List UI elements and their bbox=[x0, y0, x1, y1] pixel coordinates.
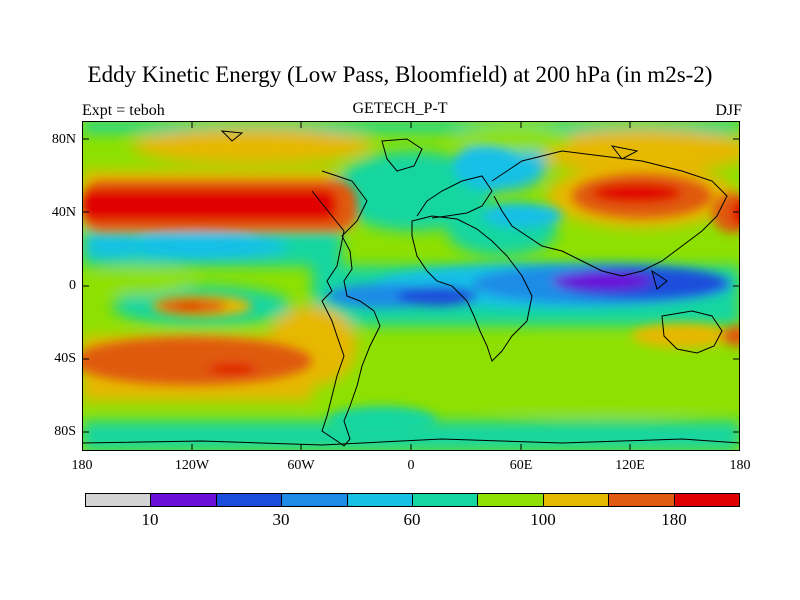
y-tick-label: 80S bbox=[54, 424, 76, 439]
y-tick-label: 0 bbox=[69, 278, 76, 293]
x-tick-label: 120W bbox=[174, 458, 210, 473]
x-tick-label: 60W bbox=[287, 458, 315, 473]
colorbar bbox=[85, 493, 740, 507]
y-tick-label: 40S bbox=[54, 351, 76, 366]
colorbar-label: 180 bbox=[661, 510, 687, 529]
colorbar-swatch bbox=[412, 493, 479, 507]
model-label: GETECH_P-T bbox=[352, 100, 448, 117]
coastlines bbox=[82, 130, 740, 447]
x-tick-label: 180 bbox=[729, 458, 751, 473]
colorbar-label: 30 bbox=[272, 510, 290, 529]
colorbar-swatch bbox=[281, 493, 348, 507]
colorbar-swatch bbox=[85, 493, 152, 507]
experiment-label: Expt = teboh bbox=[82, 102, 165, 119]
colorbar-swatch bbox=[608, 493, 675, 507]
colorbar-swatch bbox=[542, 493, 610, 507]
chart-title: Eddy Kinetic Energy (Low Pass, Bloomfiel… bbox=[87, 62, 713, 87]
x-tick-label: 120E bbox=[615, 458, 645, 473]
axis-ticks bbox=[82, 121, 740, 451]
map-plot-area bbox=[82, 121, 740, 451]
colorbar-swatch bbox=[215, 493, 283, 507]
x-tick-label: 0 bbox=[407, 458, 415, 473]
colorbar-label: 60 bbox=[403, 510, 421, 529]
y-tick-label: 40N bbox=[51, 205, 76, 220]
x-tick-label: 180 bbox=[71, 458, 93, 473]
eke-map bbox=[82, 121, 740, 451]
colorbar-label: 100 bbox=[530, 510, 556, 529]
colorbar-swatch bbox=[346, 493, 413, 507]
season-label: DJF bbox=[715, 102, 742, 119]
colorbar-swatch bbox=[673, 493, 740, 507]
colorbar-swatch bbox=[150, 493, 217, 507]
y-tick-label: 80N bbox=[51, 132, 76, 147]
x-tick-label: 60E bbox=[509, 458, 533, 473]
colorbar-label: 10 bbox=[141, 510, 159, 529]
colorbar-swatch bbox=[477, 493, 544, 507]
